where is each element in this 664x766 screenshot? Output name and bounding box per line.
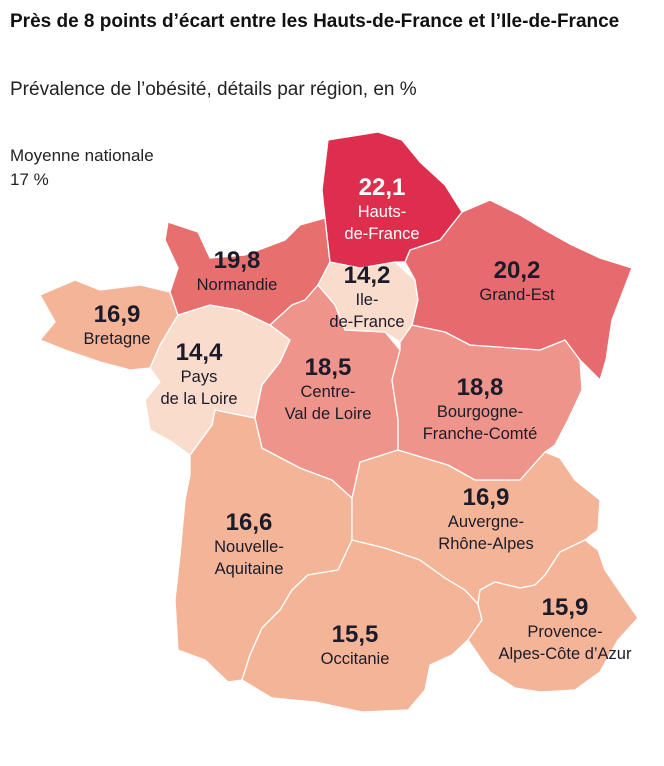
region-name-na: Aquitaine (215, 560, 284, 578)
region-value-ara: 16,9 (463, 484, 510, 511)
region-value-paca: 15,9 (542, 594, 589, 621)
region-name-pdl: de la Loire (160, 390, 237, 408)
national-average-label: Moyenne nationale (10, 146, 154, 165)
region-name-paca: Provence- (527, 623, 602, 641)
region-name-ge: Grand-Est (479, 286, 555, 304)
region-shape-paca[interactable] (467, 539, 639, 693)
region-value-bfc: 18,8 (457, 374, 504, 401)
region-value-occ: 15,5 (332, 621, 379, 648)
region-name-occ: Occitanie (321, 650, 390, 668)
region-name-bre: Bretagne (84, 330, 151, 348)
region-value-bre: 16,9 (94, 301, 141, 328)
region-name-hdf: de-France (344, 225, 419, 243)
region-value-ge: 20,2 (494, 257, 541, 284)
region-name-cvl: Centre- (300, 383, 355, 401)
region-value-pdl: 14,4 (176, 339, 223, 366)
national-average-value: 17 % (10, 170, 49, 189)
region-value-idf: 14,2 (344, 262, 391, 289)
national-average: Moyenne nationale 17 % (10, 144, 154, 192)
region-shape-grand-est[interactable] (404, 199, 633, 381)
region-shape-hauts-de-france[interactable] (321, 131, 463, 269)
region-value-hdf: 22,1 (359, 174, 406, 201)
region-name-bfc: Bourgogne- (437, 403, 523, 421)
region-name-hdf: Hauts- (358, 203, 407, 221)
region-name-idf: de-France (329, 313, 404, 331)
region-name-na: Nouvelle- (214, 538, 284, 556)
region-name-paca: Alpes-Côte d’Azur (499, 645, 632, 663)
region-name-cvl: Val de Loire (285, 405, 372, 423)
chart-title: Près de 8 points d’écart entre les Hauts… (10, 11, 620, 32)
region-value-cvl: 18,5 (305, 354, 352, 381)
region-name-idf: Ile- (356, 291, 379, 309)
region-name-ara: Auvergne- (448, 513, 524, 531)
region-value-na: 16,6 (226, 509, 273, 536)
region-name-bfc: Franche-Comté (423, 425, 538, 443)
region-name-ara: Rhône-Alpes (438, 535, 533, 553)
region-name-pdl: Pays (181, 368, 218, 386)
region-value-nor: 19,8 (214, 247, 261, 274)
chart-subtitle: Prévalence de l’obésité, détails par rég… (10, 79, 417, 100)
region-shape-bretagne[interactable] (39, 279, 179, 371)
region-name-nor: Normandie (197, 276, 278, 294)
